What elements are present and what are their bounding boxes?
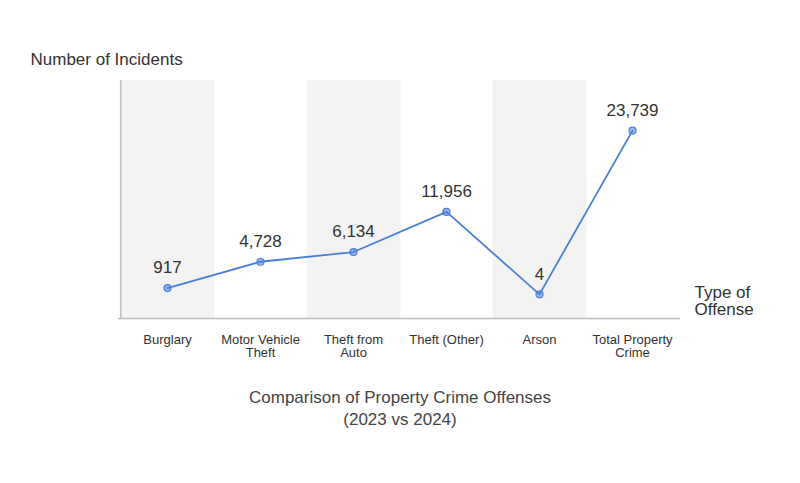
svg-text:Total PropertyCrime: Total PropertyCrime — [592, 332, 673, 360]
svg-text:4,728: 4,728 — [239, 232, 282, 251]
svg-text:917: 917 — [153, 258, 181, 277]
svg-text:Arson: Arson — [523, 332, 557, 347]
svg-text:Number of Incidents: Number of Incidents — [31, 50, 183, 69]
svg-text:6,134: 6,134 — [332, 222, 375, 241]
html-text:Comparison of Property Crime O: Comparison of Property Crime Offenses — [249, 388, 551, 407]
svg-text:Type ofOffense: Type ofOffense — [695, 283, 754, 319]
html-text:(2023 vs 2024): (2023 vs 2024) — [343, 410, 457, 429]
svg-text:Theft (Other): Theft (Other) — [409, 332, 483, 347]
svg-text:11,956: 11,956 — [421, 182, 472, 201]
svg-text:Burglary: Burglary — [143, 332, 192, 347]
svg-text:4: 4 — [535, 265, 544, 284]
svg-text:23,739: 23,739 — [607, 101, 659, 120]
svg-text:Motor VehicleTheft: Motor VehicleTheft — [221, 332, 300, 360]
svg-text:Theft fromAuto: Theft fromAuto — [324, 332, 383, 360]
